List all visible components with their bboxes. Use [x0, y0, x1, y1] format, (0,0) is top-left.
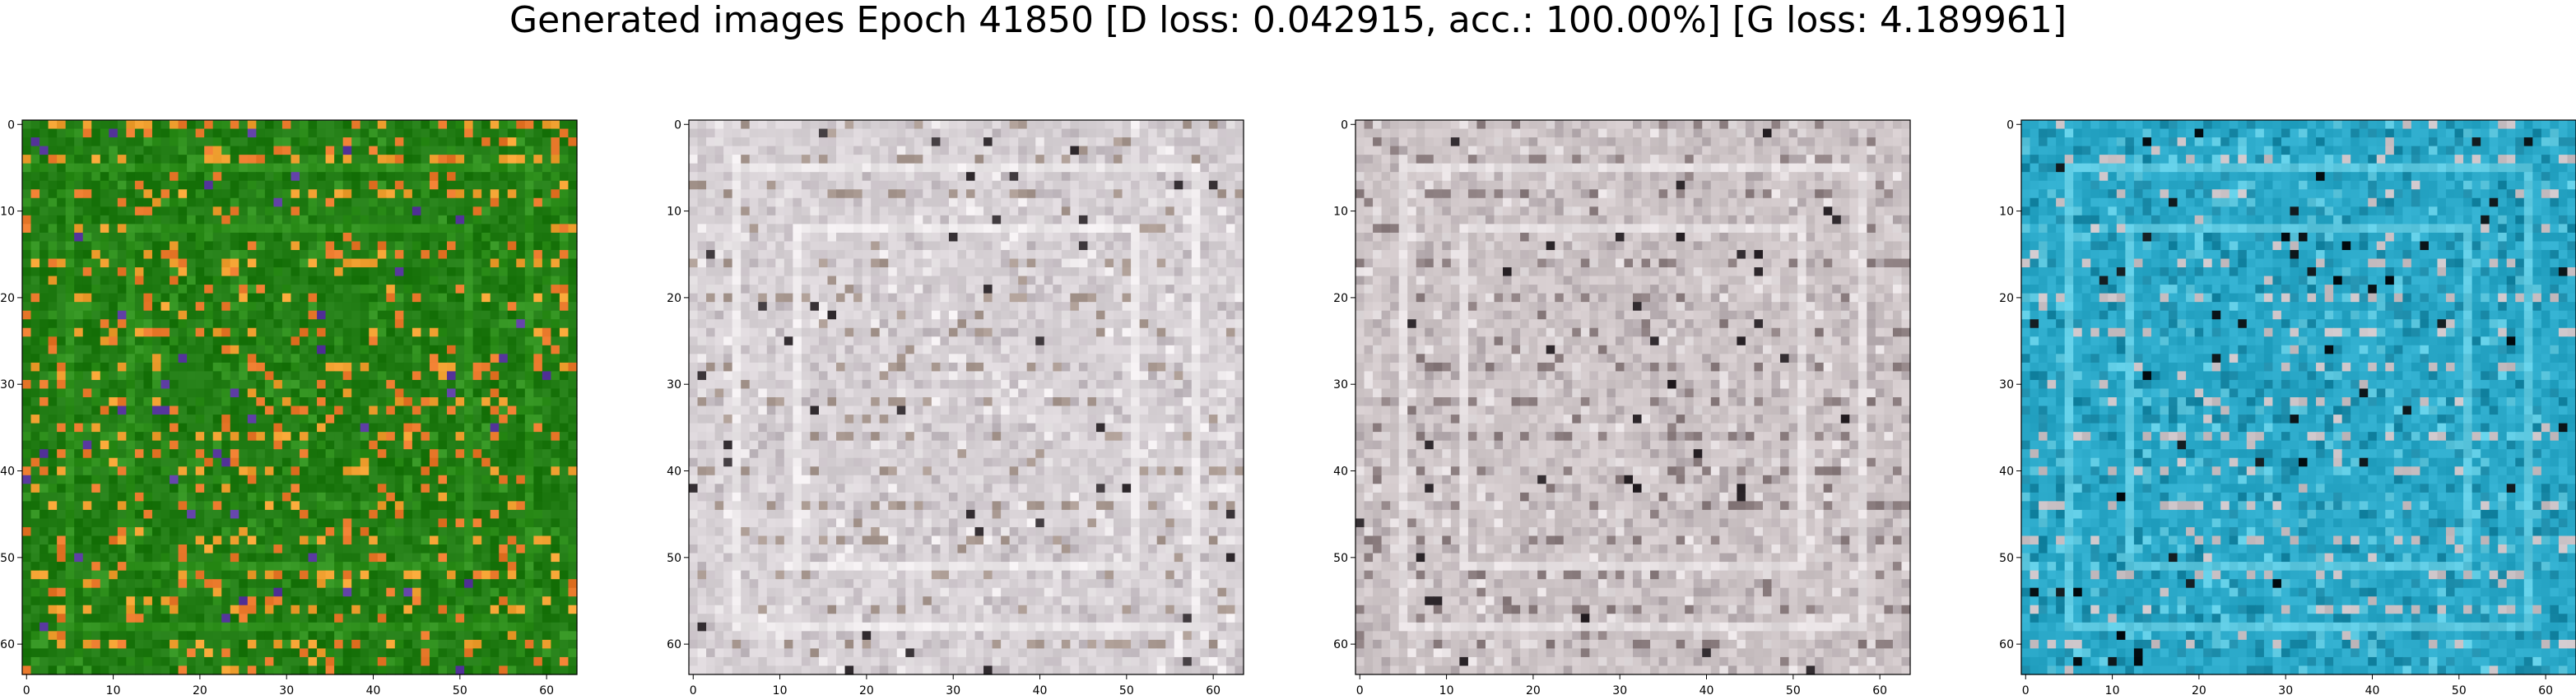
image-pixels: [1355, 120, 1911, 675]
y-tick-label: 50: [1999, 552, 2014, 565]
y-tick-label: 60: [1999, 638, 2014, 651]
x-tick-label: 10: [773, 684, 788, 695]
x-tick-label: 0: [1356, 684, 1364, 695]
y-tick-label: 10: [1333, 206, 1348, 219]
x-tick-label: 40: [2365, 684, 2380, 695]
x-tick-label: 40: [1700, 684, 1714, 695]
y-tick-label: 20: [1999, 292, 2014, 305]
y-tick-label: 60: [0, 638, 15, 651]
x-tick-label: 0: [2022, 684, 2030, 695]
y-tick-label: 40: [667, 466, 681, 479]
y-tick-label: 0: [674, 118, 681, 132]
x-tick-label: 30: [946, 684, 960, 695]
y-tick-label: 50: [667, 552, 681, 565]
x-tick-label: 50: [1119, 684, 1134, 695]
y-tick-label: 50: [1333, 552, 1348, 565]
y-tick-label: 40: [0, 466, 15, 479]
x-tick-label: 60: [539, 684, 554, 695]
y-tick-label: 60: [1333, 638, 1348, 651]
y-tick-label: 20: [0, 292, 15, 305]
y-tick-label: 30: [667, 378, 681, 392]
y-tick-label: 40: [1999, 466, 2014, 479]
y-tick-label: 10: [0, 206, 15, 219]
y-tick-label: 20: [1333, 292, 1348, 305]
x-tick-label: 20: [193, 684, 207, 695]
y-tick-label: 30: [1999, 378, 2014, 392]
x-tick-label: 50: [2452, 684, 2467, 695]
x-tick-label: 60: [1206, 684, 1221, 695]
x-tick-label: 40: [1033, 684, 1048, 695]
x-tick-label: 60: [1872, 684, 1887, 695]
x-tick-label: 10: [106, 684, 121, 695]
image-pixels: [22, 120, 578, 675]
y-tick-label: 30: [0, 378, 15, 392]
axes-frame: [21, 119, 578, 675]
x-tick-label: 30: [2278, 684, 2293, 695]
y-tick-label: 0: [2006, 118, 2014, 132]
x-tick-label: 0: [690, 684, 697, 695]
image-pixels: [2021, 120, 2576, 675]
figure-title: Generated images Epoch 41850 [D loss: 0.…: [509, 0, 2067, 41]
x-tick-label: 30: [1612, 684, 1627, 695]
image-pixels: [689, 120, 1244, 675]
y-tick-label: 0: [1341, 118, 1348, 132]
y-tick-label: 30: [1333, 378, 1348, 392]
x-tick-label: 60: [2538, 684, 2553, 695]
y-tick-label: 10: [1999, 206, 2014, 219]
x-tick-label: 20: [2192, 684, 2206, 695]
y-tick-label: 10: [667, 206, 681, 219]
y-tick-label: 50: [0, 552, 15, 565]
axes-frame: [688, 119, 1244, 675]
y-tick-label: 0: [7, 118, 15, 132]
x-tick-label: 0: [23, 684, 30, 695]
x-tick-label: 20: [1526, 684, 1541, 695]
x-tick-label: 10: [2105, 684, 2120, 695]
y-tick-label: 20: [667, 292, 681, 305]
y-tick-label: 60: [667, 638, 681, 651]
x-tick-label: 40: [366, 684, 381, 695]
x-tick-label: 10: [1439, 684, 1454, 695]
x-tick-label: 20: [859, 684, 874, 695]
y-tick-label: 40: [1333, 466, 1348, 479]
x-tick-label: 50: [453, 684, 467, 695]
axes-frame: [2020, 119, 2576, 675]
x-tick-label: 30: [279, 684, 294, 695]
x-tick-label: 50: [1786, 684, 1801, 695]
axes-frame: [1355, 119, 1911, 675]
